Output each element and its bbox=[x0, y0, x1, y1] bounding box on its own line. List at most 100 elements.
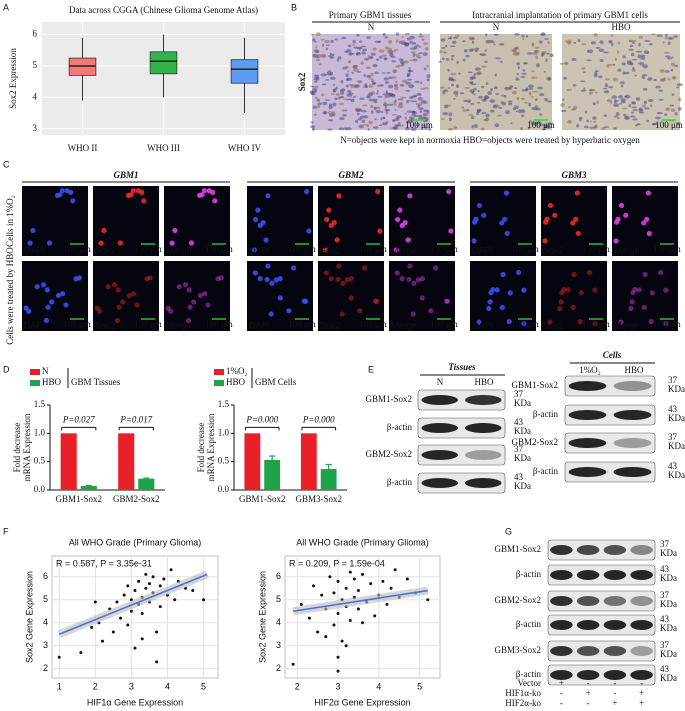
cell-nucleus bbox=[595, 46, 601, 49]
cell-nucleus bbox=[658, 89, 664, 92]
cell-nucleus bbox=[476, 101, 481, 104]
blot-band bbox=[603, 570, 627, 580]
cell-nucleus bbox=[428, 128, 432, 131]
cell-nucleus bbox=[620, 100, 626, 104]
cell-nucleus bbox=[409, 35, 415, 40]
cell-nucleus bbox=[543, 123, 549, 128]
header: Primary GBM1 tissues bbox=[329, 10, 412, 20]
cell-nucleus bbox=[578, 116, 583, 120]
cell-nucleus bbox=[328, 105, 333, 110]
cell bbox=[277, 295, 283, 301]
point bbox=[291, 662, 295, 666]
cell bbox=[101, 227, 107, 234]
cell bbox=[503, 190, 510, 196]
cell-nucleus bbox=[423, 87, 429, 90]
cell bbox=[126, 292, 132, 299]
cell-nucleus bbox=[617, 41, 621, 45]
cell-nucleus bbox=[326, 71, 332, 76]
box bbox=[230, 59, 259, 84]
cell-nucleus bbox=[563, 76, 568, 80]
x-tick-label: 4 bbox=[165, 681, 170, 691]
point bbox=[169, 568, 173, 572]
cell-nucleus bbox=[494, 123, 500, 128]
blot-band bbox=[603, 646, 627, 656]
blot-band bbox=[630, 620, 653, 630]
cell-nucleus bbox=[356, 112, 360, 116]
cell-nucleus bbox=[393, 100, 396, 104]
cell-nucleus bbox=[445, 44, 448, 48]
cell bbox=[168, 308, 174, 314]
point bbox=[191, 589, 195, 593]
cell-nucleus bbox=[453, 90, 459, 95]
blot-band bbox=[613, 438, 652, 448]
channel-label: DAPI bbox=[249, 245, 270, 255]
cell bbox=[499, 304, 505, 311]
cell bbox=[139, 189, 145, 195]
cell bbox=[257, 276, 263, 282]
kda-unit: KDa bbox=[668, 470, 685, 480]
cell-nucleus bbox=[483, 95, 490, 100]
cell-nucleus bbox=[469, 48, 476, 51]
cell-nucleus bbox=[363, 115, 369, 119]
cell-nucleus bbox=[382, 117, 386, 119]
cell-nucleus bbox=[631, 101, 636, 105]
cell-nucleus bbox=[310, 121, 314, 124]
scale-label: 100 μm bbox=[288, 244, 316, 254]
cell-nucleus bbox=[356, 33, 360, 37]
cell-nucleus bbox=[621, 107, 628, 110]
point bbox=[93, 600, 97, 604]
cell-nucleus bbox=[312, 38, 316, 42]
cell-nucleus bbox=[332, 102, 337, 107]
cell-nucleus bbox=[347, 90, 352, 94]
cell-nucleus bbox=[361, 51, 366, 55]
cell bbox=[374, 298, 380, 304]
cell-nucleus bbox=[348, 92, 354, 95]
bar bbox=[244, 433, 261, 490]
cell bbox=[115, 287, 121, 293]
cell-nucleus bbox=[389, 127, 393, 129]
kda-unit: KDa bbox=[660, 623, 677, 633]
row-label: β-actin bbox=[387, 477, 413, 487]
cell-nucleus bbox=[395, 48, 399, 52]
cell-nucleus bbox=[626, 62, 633, 65]
cell-nucleus bbox=[461, 106, 465, 109]
cell-nucleus bbox=[416, 92, 422, 97]
cell-nucleus bbox=[356, 46, 363, 50]
cell-nucleus bbox=[367, 128, 370, 131]
cell-nucleus bbox=[415, 53, 421, 58]
cell-nucleus bbox=[341, 88, 346, 92]
cell-nucleus bbox=[385, 109, 391, 112]
y-tick-label: 2 bbox=[276, 663, 281, 673]
cell-nucleus bbox=[448, 117, 452, 122]
cell bbox=[570, 304, 576, 311]
cell-nucleus bbox=[366, 74, 372, 79]
condition-sign: + bbox=[639, 688, 644, 698]
group-label: GBM Tissues bbox=[71, 377, 121, 387]
cell-nucleus bbox=[526, 34, 529, 38]
condition-label: HIF2α-ko bbox=[505, 698, 541, 708]
kda-unit: KDa bbox=[514, 398, 531, 408]
cell-nucleus bbox=[520, 76, 526, 78]
row-label: β-actin bbox=[533, 409, 559, 419]
cell-nucleus bbox=[334, 38, 339, 41]
cell-nucleus bbox=[426, 109, 430, 114]
cell-nucleus bbox=[649, 104, 653, 108]
cell bbox=[558, 299, 564, 305]
cell-nucleus bbox=[356, 80, 359, 83]
cell-nucleus bbox=[620, 81, 625, 85]
p-value: P=0.000 bbox=[302, 414, 335, 424]
y-axis-label: Fold decrease bbox=[12, 423, 22, 473]
cell-nucleus bbox=[331, 111, 336, 114]
cell bbox=[415, 277, 421, 283]
bar bbox=[320, 469, 337, 490]
cell-nucleus bbox=[378, 40, 381, 44]
cell-nucleus bbox=[541, 128, 547, 131]
point bbox=[202, 598, 206, 602]
point bbox=[356, 589, 360, 593]
cell-nucleus bbox=[416, 122, 420, 127]
condition-sign: - bbox=[560, 688, 563, 698]
y-axis-label: mRNA Expression bbox=[206, 413, 216, 481]
cell-nucleus bbox=[397, 121, 401, 126]
cell-nucleus bbox=[315, 32, 321, 36]
cell-nucleus bbox=[631, 39, 637, 43]
